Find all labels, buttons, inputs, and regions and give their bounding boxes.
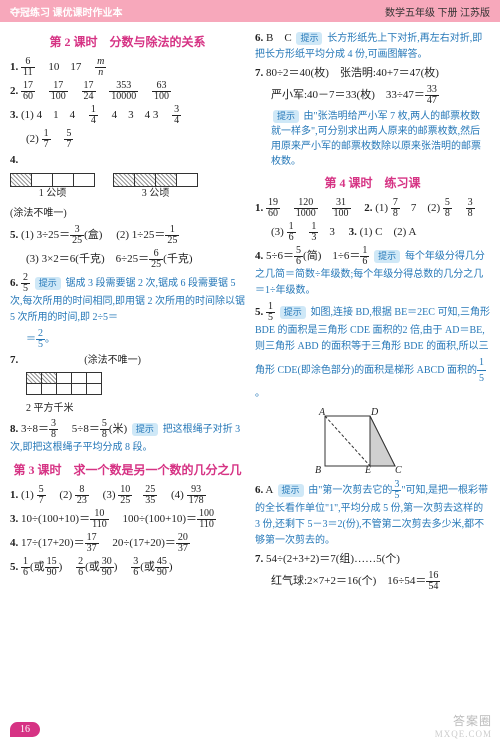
bar-1hectare bbox=[10, 173, 95, 187]
q5-3: (3) 3×2＝6(千克) 6÷25＝625(千克) bbox=[10, 249, 245, 270]
q6: 6. 25 提示 锯成 3 段需要锯 2 次,锯成 6 段需要锯 5 次,每次所… bbox=[10, 273, 245, 326]
l3q3: 3. 10÷(100+10)＝10110 100÷(100+10)＝100110 bbox=[10, 509, 245, 530]
grid-2sqkm bbox=[26, 372, 102, 395]
q7: 7. (涂法不唯一) bbox=[10, 353, 245, 369]
tip-icon: 提示 bbox=[280, 306, 306, 319]
r-q7b: 严小军:40－7＝33(枚) 33÷47＝3347 bbox=[255, 85, 490, 106]
q6-end: ＝25。 bbox=[10, 329, 245, 350]
tip-icon: 提示 bbox=[296, 32, 322, 45]
tip-icon: 提示 bbox=[273, 110, 299, 124]
r-q6: 6. B C 提示 长方形纸先上下对折,再左右对折,即把长方形纸平均分成 4 份… bbox=[255, 31, 490, 63]
lesson-2-title: 第 2 课时 分数与除法的关系 bbox=[10, 34, 245, 51]
page-number: 16 bbox=[10, 722, 40, 737]
q3-2: (2) 17 57 bbox=[10, 129, 245, 150]
l4q4: 4. 5÷6＝56(简) 1÷6＝16 提示 每个年级分得几分之几简＝简数÷年级… bbox=[255, 246, 490, 299]
q3: 3. (1) 4 1 4 14 4 3 4 3 34 bbox=[10, 105, 245, 126]
tip-icon: 提示 bbox=[278, 484, 304, 497]
l4q1-3: (3) 16 13 3 3. (1) C (2) A bbox=[255, 222, 490, 243]
q4: 4. 1 公顷 3 公顷 (涂法不唯一) bbox=[10, 153, 245, 221]
right-column: 6. B C 提示 长方形纸先上下对折,再左右对折,即把长方形纸平均分成 4 份… bbox=[255, 28, 490, 708]
header-left: 夺冠练习 课优课时作业本 bbox=[10, 4, 123, 19]
r-q7: 7. 80÷2＝40(枚) 张浩明:40+7＝47(枚) bbox=[255, 66, 490, 82]
tip-icon: 提示 bbox=[35, 277, 61, 290]
lesson-3-title: 第 3 课时 求一个数是另一个数的几分之几 bbox=[10, 462, 245, 479]
left-column: 第 2 课时 分数与除法的关系 1. 611 10 17 mn 2. 1760 … bbox=[10, 28, 245, 708]
l4q5: 5. 15 提示 如图,连接 BD,根据 BE＝2EC 可知,三角形 BDE 的… bbox=[255, 302, 490, 402]
r-q7-expl: 提示 由"张浩明给严小军 7 枚,两人的邮票枚数就一样多",可分别求出两人原来的… bbox=[255, 109, 490, 169]
l3q4: 4. 17÷(17+20)＝1737 20÷(17+20)＝2037 bbox=[10, 533, 245, 554]
watermark: 答案圈 MXQE.COM bbox=[435, 712, 492, 739]
l3q5: 5. 16(或1590) 26(或3090) 36(或4590) bbox=[10, 557, 245, 578]
q5: 5. (1) 3÷25＝325(盒) (2) 1÷25＝125 bbox=[10, 225, 245, 246]
header-right: 数学五年级 下册 江苏版 bbox=[385, 4, 490, 19]
l4q7: 7. 54÷(2+3+2)＝7(组)……5(个) bbox=[255, 552, 490, 568]
l4q6: 6. A 提示 由"第一次剪去它的35"可知,是把一根彩带的全长看作单位"1",… bbox=[255, 480, 490, 549]
bar-3hectare bbox=[113, 173, 198, 187]
diagram-svg bbox=[315, 406, 405, 476]
trapezoid-diagram: A D B E C bbox=[315, 406, 405, 476]
q8: 8. 3÷8＝38 5÷8＝58(米) 提示 把这根绳子对折 3 次,即把这根绳… bbox=[10, 419, 245, 456]
tip-icon: 提示 bbox=[374, 250, 400, 263]
lesson-4-title: 第 4 课时 练习课 bbox=[255, 175, 490, 192]
l3q1: 1. (1) 57 (2) 823 (3) 1025 2535 (4) 9317… bbox=[10, 485, 245, 506]
page-header: 夺冠练习 课优课时作业本 数学五年级 下册 江苏版 bbox=[0, 0, 500, 22]
q2: 2. 1760 17100 1724 35310000 63100 bbox=[10, 81, 245, 102]
tip-icon: 提示 bbox=[132, 423, 158, 436]
q1: 1. 611 10 17 mn bbox=[10, 57, 245, 78]
l4q7b: 红气球:2×7+2＝16(个) 16÷54＝1654 bbox=[255, 571, 490, 592]
l4q1: 1. 1960 1201000 31100 2. (1) 78 7 (2) 58… bbox=[255, 198, 490, 219]
